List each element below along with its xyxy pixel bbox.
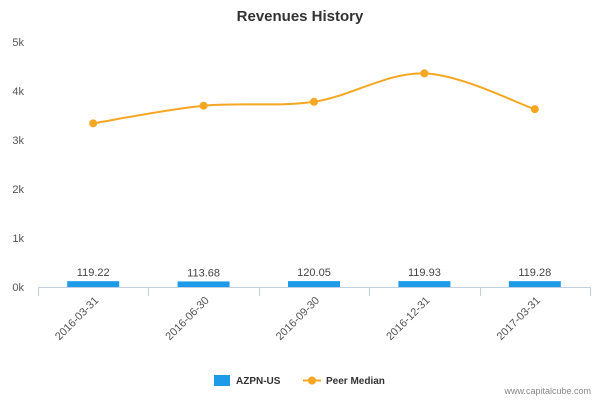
bar-series: 119.22 113.68 120.05 119.93 119.28 (67, 267, 561, 287)
x-axis: 2016-03-31 2016-06-30 2016-09-30 2016-12-31… (38, 287, 591, 343)
legend-swatch-peer-marker[interactable] (308, 376, 316, 385)
y-tick-label: 4k (12, 86, 24, 98)
peer-median-point (530, 105, 539, 114)
x-tick-label: 2016-12-31 (384, 295, 432, 343)
x-tick-label: 2016-06-30 (163, 295, 211, 343)
legend-label-peer-median[interactable]: Peer Median (326, 376, 385, 387)
y-tick-label: 5k (12, 37, 24, 49)
y-tick-label: 1k (12, 233, 24, 245)
bar-data-label: 119.22 (77, 267, 110, 279)
y-axis: 0k 1k 2k 3k 4k 5k (12, 37, 24, 294)
legend: AZPN-US Peer Median (214, 375, 385, 387)
line-series (89, 69, 539, 128)
bar (177, 281, 230, 287)
bar-data-label: 119.93 (408, 267, 441, 279)
y-tick-label: 3k (12, 135, 24, 147)
credit-text: www.capitalcube.com (503, 386, 591, 396)
chart-title: Revenues History (237, 8, 364, 25)
bar-data-label: 120.05 (297, 267, 331, 279)
legend-swatch-azpn[interactable] (214, 375, 230, 386)
peer-median-point (199, 101, 208, 110)
y-tick-label: 0k (12, 282, 24, 294)
bar (398, 281, 451, 287)
bar (67, 281, 120, 287)
y-tick-label: 2k (12, 184, 24, 196)
legend-label-azpn[interactable]: AZPN-US (236, 376, 281, 387)
x-tick-label: 2016-09-30 (274, 295, 322, 343)
peer-median-point (310, 97, 318, 106)
bar-data-label: 119.28 (518, 267, 551, 279)
bar (508, 281, 561, 287)
bar-data-label: 113.68 (187, 267, 220, 279)
x-tick-label: 2017-03-31 (495, 295, 543, 343)
x-tick-label: 2016-03-31 (53, 295, 101, 343)
bar (288, 281, 340, 287)
peer-median-point (89, 119, 98, 128)
peer-median-point (420, 69, 429, 78)
